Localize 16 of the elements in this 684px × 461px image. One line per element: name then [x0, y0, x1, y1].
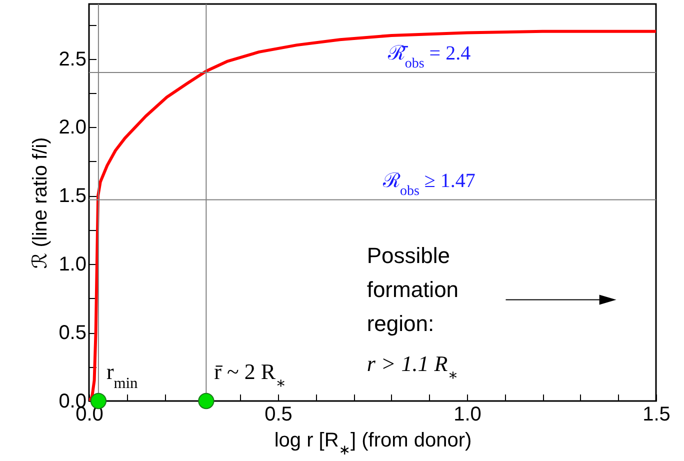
- y-axis-title: ℛ (line ratio f/i): [30, 137, 52, 269]
- y-tick-label: 2.5: [58, 48, 86, 70]
- y-tick-label: 2.0: [58, 116, 86, 139]
- x-axis-title: log r [R$_{∗}$] (from donor): [274, 430, 472, 458]
- x-tick-label: 1.5: [642, 404, 670, 426]
- y-tick-label: 1.0: [58, 254, 86, 276]
- annotation: Possible formation region:: [366, 243, 459, 336]
- annotation: r̄ ~ 2 R$_{∗}$: [214, 359, 286, 392]
- ref-line-label: ℛ̄$_{obs}$ = 2.4: [386, 42, 471, 71]
- annotation: r$_{min}$: [106, 359, 138, 392]
- x-tick-label: 0.5: [264, 404, 292, 426]
- annotation: r > 1.1 R$_{∗}$: [366, 351, 458, 384]
- ref-line-label: ℛ$_{obs}$ ≥ 1.47: [382, 170, 476, 198]
- y-tick-label: 1.5: [58, 185, 86, 208]
- y-tick-label: 0.5: [58, 322, 86, 344]
- x-tick-label: 1.0: [454, 404, 482, 426]
